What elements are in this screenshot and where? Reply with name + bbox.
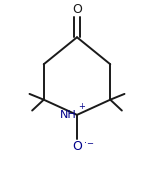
Text: −: − — [86, 139, 93, 148]
Text: NH: NH — [60, 110, 77, 120]
Text: +: + — [79, 102, 85, 111]
Text: O: O — [72, 140, 82, 153]
Text: ·: · — [84, 139, 87, 149]
Text: O: O — [72, 3, 82, 16]
